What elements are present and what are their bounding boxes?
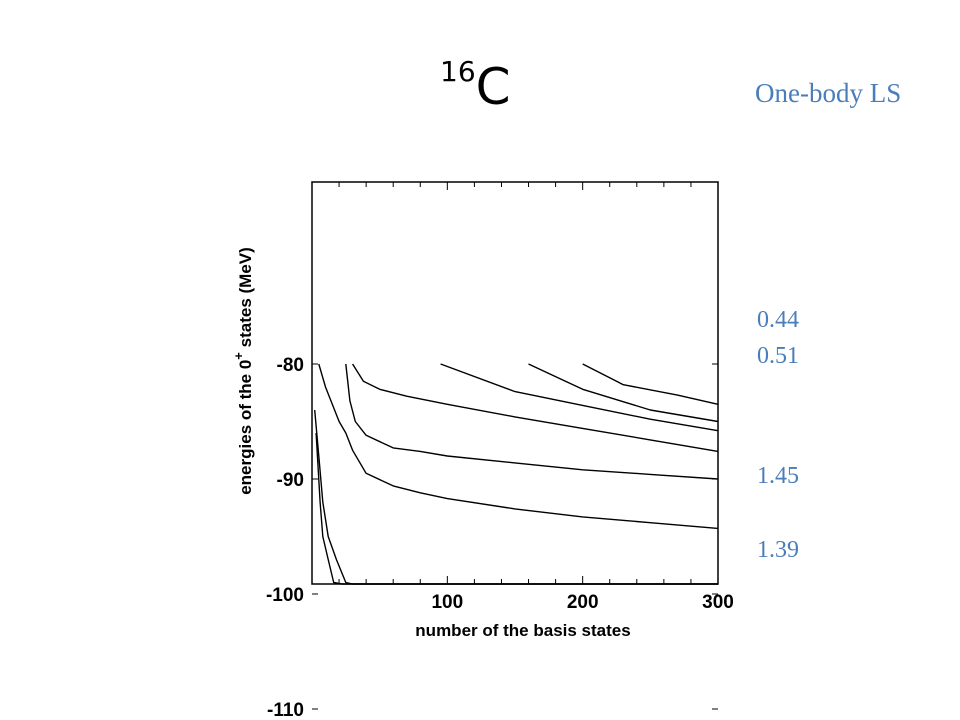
element-symbol: C <box>475 58 511 116</box>
mass-number: 16 <box>440 55 476 88</box>
energy-level-line-3 <box>318 363 719 530</box>
y-tick-label: -100 <box>266 585 304 606</box>
side-value: 0.44 <box>757 307 799 333</box>
x-tick-label: 100 <box>431 592 463 613</box>
energy-level-line-6 <box>440 363 719 432</box>
energy-level-line-7 <box>528 363 719 423</box>
energy-level-line-2 <box>314 409 718 585</box>
chart-title: 16C <box>440 58 511 113</box>
x-axis-label: number of the basis states <box>415 621 630 640</box>
y-axis-label: energies of the 0+ states (MeV) <box>231 247 255 495</box>
energy-level-line-4 <box>345 363 719 480</box>
annotation-label: One-body LS <box>755 78 902 108</box>
side-value: 0.51 <box>757 343 799 369</box>
y-tick-label: -110 <box>267 700 304 720</box>
energy-level-line-8 <box>582 363 719 405</box>
x-tick-label: 200 <box>567 592 599 613</box>
side-value: 1.39 <box>757 537 799 563</box>
side-value: 1.45 <box>757 463 799 489</box>
y-tick-label: -80 <box>277 355 304 376</box>
plot-frame <box>311 181 719 585</box>
energy-level-line-5 <box>352 363 719 453</box>
y-tick-label: -90 <box>277 470 304 491</box>
x-tick-label: 300 <box>702 592 734 613</box>
